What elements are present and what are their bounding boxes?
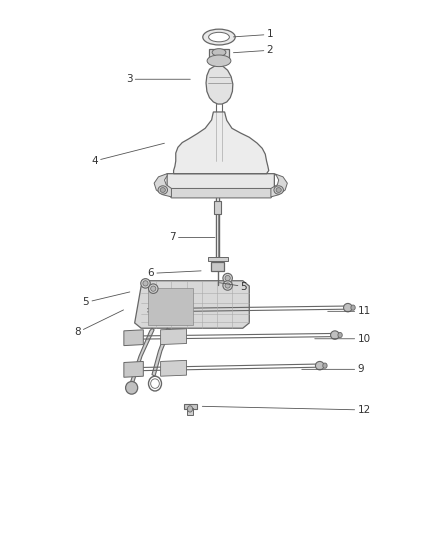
Ellipse shape (225, 283, 230, 288)
Text: 4: 4 (91, 143, 164, 166)
Text: 7: 7 (169, 232, 215, 243)
Ellipse shape (141, 279, 150, 288)
Text: 3: 3 (126, 74, 190, 84)
Ellipse shape (276, 188, 281, 192)
Text: 11: 11 (328, 306, 371, 316)
Bar (214, 200, 221, 214)
Polygon shape (154, 174, 171, 197)
Ellipse shape (143, 281, 148, 286)
Ellipse shape (351, 305, 355, 310)
Polygon shape (148, 288, 193, 325)
Ellipse shape (331, 331, 339, 340)
Polygon shape (124, 330, 143, 345)
Polygon shape (152, 328, 170, 376)
Ellipse shape (223, 281, 233, 290)
Bar (211, 262, 224, 271)
Polygon shape (173, 112, 269, 174)
Polygon shape (167, 189, 274, 198)
Ellipse shape (160, 188, 166, 192)
Bar (208, 257, 228, 261)
Polygon shape (167, 174, 274, 197)
Ellipse shape (126, 382, 138, 394)
Ellipse shape (212, 49, 226, 56)
Ellipse shape (158, 186, 168, 194)
Polygon shape (124, 361, 143, 377)
Text: 6: 6 (148, 268, 201, 278)
Ellipse shape (207, 55, 231, 67)
Text: 12: 12 (202, 405, 371, 415)
Text: 8: 8 (74, 310, 124, 337)
Ellipse shape (223, 273, 233, 283)
Bar (208, 49, 230, 59)
Ellipse shape (208, 33, 230, 42)
Text: 5: 5 (219, 281, 247, 292)
Ellipse shape (225, 276, 230, 281)
Polygon shape (271, 174, 287, 197)
Ellipse shape (187, 406, 193, 412)
Bar (184, 403, 197, 409)
Ellipse shape (274, 186, 283, 194)
Text: 1: 1 (233, 29, 273, 39)
Text: 5: 5 (83, 292, 130, 308)
Ellipse shape (315, 361, 324, 370)
Ellipse shape (151, 286, 156, 292)
Polygon shape (161, 329, 187, 344)
Text: 9: 9 (302, 365, 364, 374)
Polygon shape (206, 65, 233, 104)
Ellipse shape (203, 29, 235, 45)
Ellipse shape (338, 333, 342, 338)
Ellipse shape (323, 363, 327, 368)
Text: 2: 2 (233, 45, 273, 55)
Text: 10: 10 (315, 334, 371, 344)
Polygon shape (134, 281, 249, 328)
Ellipse shape (343, 303, 352, 312)
Bar (187, 408, 193, 415)
Polygon shape (161, 360, 187, 376)
Ellipse shape (148, 284, 158, 293)
Polygon shape (131, 328, 154, 384)
